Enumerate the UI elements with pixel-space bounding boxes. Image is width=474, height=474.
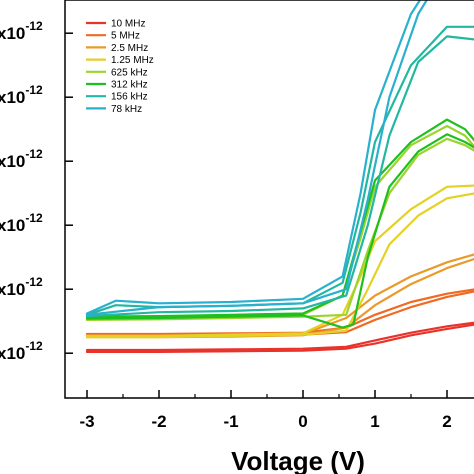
x-tick-label: 1 — [370, 412, 379, 431]
series-78-khz — [85, 0, 429, 316]
legend-item: 625 kHz — [86, 67, 148, 78]
legend-item: 78 kHz — [86, 104, 142, 115]
legend-label: 2.5 MHz — [111, 43, 148, 54]
y-tick-label: x10-12 — [0, 275, 43, 299]
legend-label: 78 kHz — [111, 104, 142, 115]
y-tick-label: x10-12 — [0, 211, 43, 235]
x-tick-label: -3 — [79, 412, 94, 431]
legend-label: 312 kHz — [111, 80, 148, 91]
legend-item: 312 kHz — [86, 80, 148, 91]
y-tick-label: x10-12 — [0, 83, 43, 107]
series-line — [85, 257, 474, 339]
x-tick-label: 2 — [442, 412, 451, 431]
legend-label: 10 MHz — [111, 19, 145, 30]
legend-item: 156 kHz — [86, 92, 148, 103]
series-line — [85, 323, 474, 353]
series-line — [85, 288, 474, 336]
y-tick-label: x10-12 — [0, 339, 43, 363]
series-312-khz — [85, 118, 474, 329]
x-tick-label: -1 — [223, 412, 238, 431]
y-tick-label: x10-12 — [0, 147, 43, 171]
legend-label: 156 kHz — [111, 92, 148, 103]
plot-area — [85, 0, 474, 353]
series-10-mhz — [85, 321, 474, 353]
legend-label: 625 kHz — [111, 67, 148, 78]
series-line — [85, 137, 474, 321]
x-tick-label: -2 — [151, 412, 166, 431]
legend-item: 1.25 MHz — [86, 55, 154, 66]
plot-frame — [64, 0, 474, 399]
series-156-khz — [85, 25, 474, 318]
series-line — [85, 321, 474, 352]
series-line — [85, 133, 474, 329]
legend-label: 5 MHz — [111, 31, 140, 42]
y-tick-label: x10-12 — [0, 19, 43, 43]
legend-item: 2.5 MHz — [86, 43, 148, 54]
series-line — [85, 0, 422, 315]
series-line — [85, 0, 429, 316]
x-axis-title: Voltage (V) — [231, 446, 365, 474]
x-tick-label: 0 — [298, 412, 307, 431]
series-line — [85, 25, 474, 316]
series-line — [85, 253, 474, 337]
axis-ticks: -3 -2 -1 0 1 2 x10-12 x10-12 x10-12 x10-12 x10-12 x… — [0, 19, 452, 431]
legend-item: 5 MHz — [86, 31, 140, 42]
series-2_5-mhz — [85, 253, 474, 339]
legend-label: 1.25 MHz — [111, 55, 154, 66]
legend-item: 10 MHz — [86, 19, 145, 30]
series-line — [85, 35, 474, 318]
